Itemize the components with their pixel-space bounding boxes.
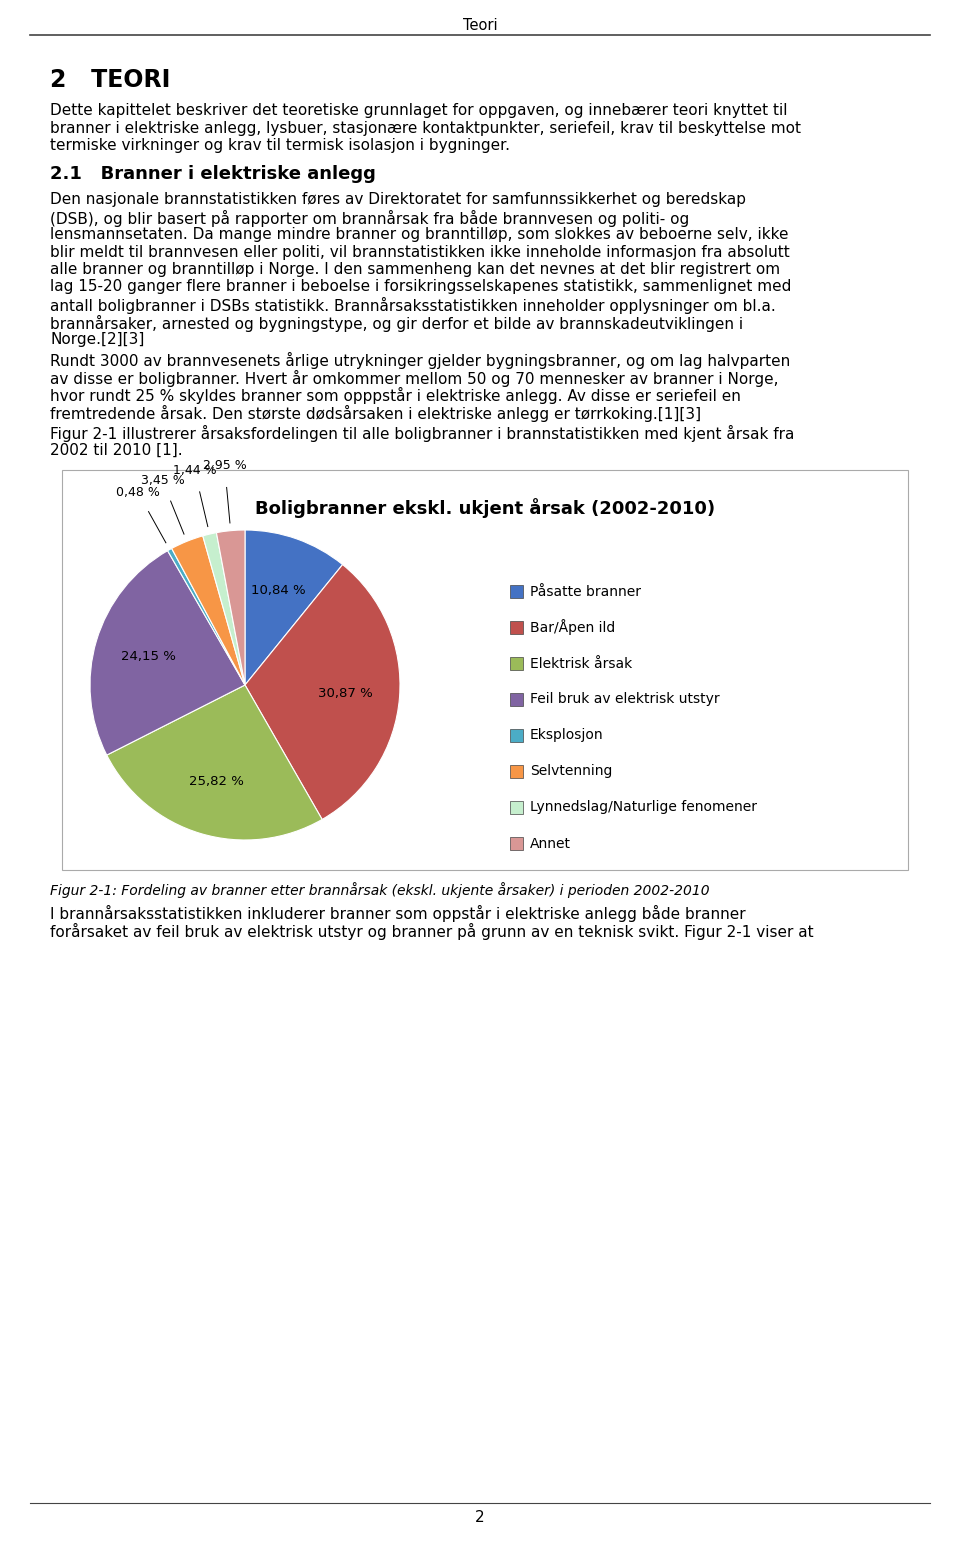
Text: fremtredende årsak. Den største dødsårsaken i elektriske anlegg er tørrkoking.[1: fremtredende årsak. Den største dødsårsa… [50, 404, 701, 421]
Text: Eksplosjon: Eksplosjon [530, 728, 604, 742]
Text: 2: 2 [475, 1511, 485, 1524]
Bar [510, 620, 523, 634]
Text: 25,82 %: 25,82 % [189, 775, 244, 788]
Text: I brannårsaksstatistikken inkluderer branner som oppstår i elektriske anlegg båd: I brannårsaksstatistikken inkluderer bra… [50, 906, 746, 923]
Text: 24,15 %: 24,15 % [121, 650, 176, 663]
Text: Påsatte branner: Påsatte branner [530, 585, 641, 599]
Text: Selvtenning: Selvtenning [530, 764, 612, 779]
Text: brannårsaker, arnested og bygningstype, og gir derfor et bilde av brannskadeutvi: brannårsaker, arnested og bygningstype, … [50, 315, 743, 332]
Text: Figur 2-1: Fordeling av branner etter brannårsak (ekskl. ukjente årsaker) i peri: Figur 2-1: Fordeling av branner etter br… [50, 883, 709, 898]
Bar [510, 585, 523, 599]
Text: hvor rundt 25 % skyldes branner som opppstår i elektriske anlegg. Av disse er se: hvor rundt 25 % skyldes branner som oppp… [50, 387, 741, 404]
Bar [510, 693, 523, 707]
Wedge shape [245, 529, 343, 685]
Text: termiske virkninger og krav til termisk isolasjon i bygninger.: termiske virkninger og krav til termisk … [50, 137, 510, 153]
Text: alle branner og branntilløp i Norge. I den sammenheng kan det nevnes at det blir: alle branner og branntilløp i Norge. I d… [50, 262, 780, 278]
Bar [510, 836, 523, 850]
Bar [510, 801, 523, 815]
Text: forårsaket av feil bruk av elektrisk utstyr og branner på grunn av en teknisk sv: forårsaket av feil bruk av elektrisk uts… [50, 923, 814, 940]
Text: Den nasjonale brannstatistikken føres av Direktoratet for samfunnssikkerhet og b: Den nasjonale brannstatistikken føres av… [50, 191, 746, 207]
Text: Rundt 3000 av brannvesenets årlige utrykninger gjelder bygningsbranner, og om la: Rundt 3000 av brannvesenets årlige utryk… [50, 352, 790, 369]
Wedge shape [203, 532, 245, 685]
Text: 1,44 %: 1,44 % [173, 464, 217, 477]
Text: lensmannsetaten. Da mange mindre branner og branntilløp, som slokkes av beboerne: lensmannsetaten. Da mange mindre branner… [50, 227, 788, 242]
Text: lag 15-20 ganger flere branner i beboelse i forsikringsselskapenes statistikk, s: lag 15-20 ganger flere branner i beboels… [50, 279, 791, 295]
Text: blir meldt til brannvesen eller politi, vil brannstatistikken ikke inneholde inf: blir meldt til brannvesen eller politi, … [50, 244, 790, 259]
Text: Annet: Annet [530, 836, 571, 850]
Wedge shape [90, 551, 245, 755]
Text: antall boligbranner i DSBs statistikk. Brannårsaksstatistikken inneholder opplys: antall boligbranner i DSBs statistikk. B… [50, 296, 776, 315]
Bar [510, 765, 523, 778]
Bar [62, 471, 908, 870]
Text: 2,95 %: 2,95 % [203, 460, 247, 472]
Text: Norge.[2][3]: Norge.[2][3] [50, 332, 144, 347]
Text: Dette kapittelet beskriver det teoretiske grunnlaget for oppgaven, og innebærer : Dette kapittelet beskriver det teoretisk… [50, 103, 787, 117]
Text: Feil bruk av elektrisk utstyr: Feil bruk av elektrisk utstyr [530, 693, 720, 707]
Text: av disse er boligbranner. Hvert år omkommer mellom 50 og 70 mennesker av branner: av disse er boligbranner. Hvert år omkom… [50, 369, 779, 386]
Text: 10,84 %: 10,84 % [252, 583, 306, 597]
Text: 2   TEORI: 2 TEORI [50, 68, 170, 93]
Text: 30,87 %: 30,87 % [318, 687, 372, 699]
Text: branner i elektriske anlegg, lysbuer, stasjonære kontaktpunkter, seriefeil, krav: branner i elektriske anlegg, lysbuer, st… [50, 120, 801, 136]
Text: Boligbranner ekskl. ukjent årsak (2002-2010): Boligbranner ekskl. ukjent årsak (2002-2… [255, 498, 715, 518]
Text: 2002 til 2010 [1].: 2002 til 2010 [1]. [50, 443, 182, 458]
Wedge shape [168, 548, 245, 685]
Text: (DSB), og blir basert på rapporter om brannårsak fra både brannvesen og politi- : (DSB), og blir basert på rapporter om br… [50, 210, 689, 227]
Wedge shape [216, 529, 245, 685]
Text: Bar/Åpen ild: Bar/Åpen ild [530, 620, 615, 636]
Text: Lynnedslag/Naturlige fenomener: Lynnedslag/Naturlige fenomener [530, 801, 757, 815]
Text: Elektrisk årsak: Elektrisk årsak [530, 656, 633, 671]
Wedge shape [107, 685, 323, 839]
Bar [510, 728, 523, 742]
Text: 2.1   Branner i elektriske anlegg: 2.1 Branner i elektriske anlegg [50, 165, 376, 184]
Wedge shape [245, 565, 400, 819]
Wedge shape [172, 535, 245, 685]
Text: 0,48 %: 0,48 % [116, 486, 160, 498]
Text: Teori: Teori [463, 19, 497, 32]
Bar [510, 657, 523, 670]
Text: Figur 2-1 illustrerer årsaksfordelingen til alle boligbranner i brannstatistikke: Figur 2-1 illustrerer årsaksfordelingen … [50, 424, 794, 441]
Text: 3,45 %: 3,45 % [140, 474, 184, 488]
